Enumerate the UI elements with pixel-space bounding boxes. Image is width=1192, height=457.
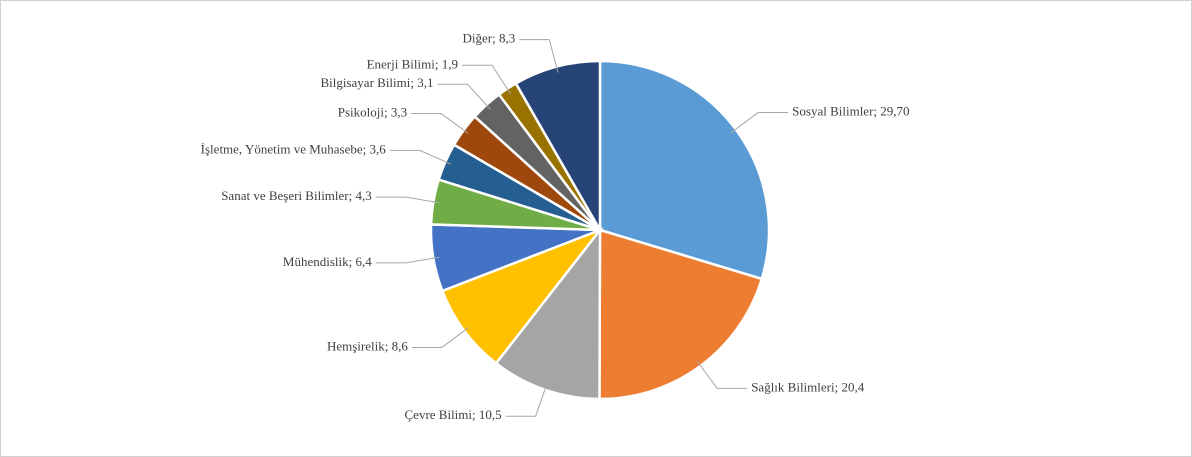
leader-line [389,149,452,165]
label-value: 4,3 [356,188,372,203]
label-category: Diğer [463,31,493,46]
leader-line [696,360,748,389]
label-value: 3,6 [370,141,387,156]
label-value: 10,5 [479,407,502,422]
leader-line [519,39,559,73]
label-separator: ; [472,407,479,422]
leader-line [411,326,470,348]
leader-line [505,383,548,417]
label-value: 8,3 [499,31,515,46]
label-separator: ; [873,104,880,119]
data-label: Hemşirelik; 8,6 [327,338,408,353]
data-label: Diğer; 8,3 [463,31,516,46]
data-label: Enerji Bilimi; 1,9 [367,56,458,71]
leader-line [411,113,469,135]
data-label: Sağlık Bilimleri; 20,4 [751,379,865,394]
data-label: Sanat ve Beşeri Bilimler; 4,3 [221,188,372,203]
label-separator: ; [835,379,842,394]
label-separator: ; [410,75,417,90]
label-category: Enerji Bilimi [367,56,436,71]
label-separator: ; [384,105,391,120]
label-value: 3,1 [417,75,433,90]
label-category: Bilgisayar Bilimi [320,75,410,90]
label-value: 3,3 [391,105,407,120]
data-label: Sosyal Bilimler; 29,70 [792,104,909,119]
label-category: Hemşirelik [327,338,385,353]
label-value: 1,9 [442,56,458,71]
leader-line [437,83,491,110]
data-label: Psikoloji; 3,3 [338,105,407,120]
label-category: İşletme, Yönetim ve Muhasebe [201,141,363,156]
leader-line [375,256,440,264]
data-label: Bilgisayar Bilimi; 3,1 [320,75,433,90]
leader-line [375,196,440,204]
label-separator: ; [492,31,499,46]
label-separator: ; [435,56,442,71]
leader-line [461,64,512,94]
label-value: 8,6 [392,338,409,353]
label-category: Çevre Bilimi [405,407,473,422]
label-separator: ; [385,338,392,353]
label-value: 29,70 [880,104,909,119]
label-separator: ; [349,254,356,269]
label-category: Psikoloji [338,105,385,120]
label-category: Sanat ve Beşeri Bilimler [221,188,349,203]
label-separator: ; [363,141,370,156]
label-separator: ; [349,188,356,203]
label-category: Mühendislik [283,254,349,269]
label-value: 6,4 [356,254,373,269]
data-label: Mühendislik; 6,4 [283,254,372,269]
data-label: İşletme, Yönetim ve Muhasebe; 3,6 [201,141,387,156]
leader-line [730,112,789,134]
label-category: Sosyal Bilimler [792,104,874,119]
data-label: Çevre Bilimi; 10,5 [405,407,502,422]
label-category: Sağlık Bilimleri [751,379,835,394]
label-value: 20,4 [841,379,864,394]
